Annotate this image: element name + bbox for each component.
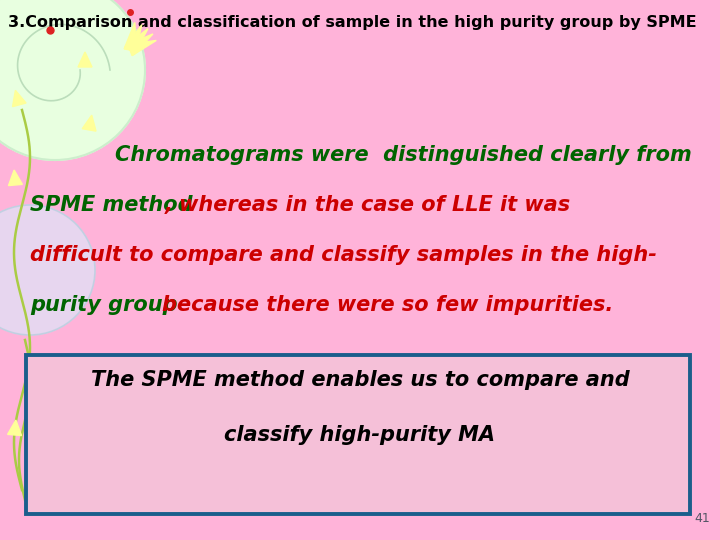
Text: because there were so few impurities.: because there were so few impurities. bbox=[162, 295, 613, 315]
Text: , whereas in the case of LLE it was: , whereas in the case of LLE it was bbox=[165, 195, 571, 215]
Text: 41: 41 bbox=[694, 512, 710, 525]
Polygon shape bbox=[8, 420, 22, 436]
Polygon shape bbox=[124, 23, 136, 51]
Polygon shape bbox=[12, 90, 26, 106]
Text: The SPME method enables us to compare and: The SPME method enables us to compare an… bbox=[91, 370, 629, 390]
Polygon shape bbox=[125, 25, 142, 52]
Polygon shape bbox=[128, 40, 156, 56]
Polygon shape bbox=[82, 115, 96, 131]
Polygon shape bbox=[78, 52, 92, 67]
Polygon shape bbox=[125, 29, 148, 54]
Polygon shape bbox=[34, 460, 48, 476]
Polygon shape bbox=[9, 170, 22, 186]
FancyBboxPatch shape bbox=[26, 355, 690, 514]
Text: difficult to compare and classify samples in the high-: difficult to compare and classify sample… bbox=[30, 245, 657, 265]
Text: purity group: purity group bbox=[30, 295, 185, 315]
Polygon shape bbox=[68, 480, 82, 495]
Text: SPME method: SPME method bbox=[30, 195, 200, 215]
Polygon shape bbox=[127, 34, 153, 55]
Text: classify high-purity MA: classify high-purity MA bbox=[225, 425, 495, 445]
Text: Chromatograms were  distinguished clearly from: Chromatograms were distinguished clearly… bbox=[115, 145, 692, 165]
Circle shape bbox=[0, 0, 145, 160]
Circle shape bbox=[0, 205, 95, 335]
Text: 3.Comparison and classification of sample in the high purity group by SPME: 3.Comparison and classification of sampl… bbox=[8, 15, 697, 30]
